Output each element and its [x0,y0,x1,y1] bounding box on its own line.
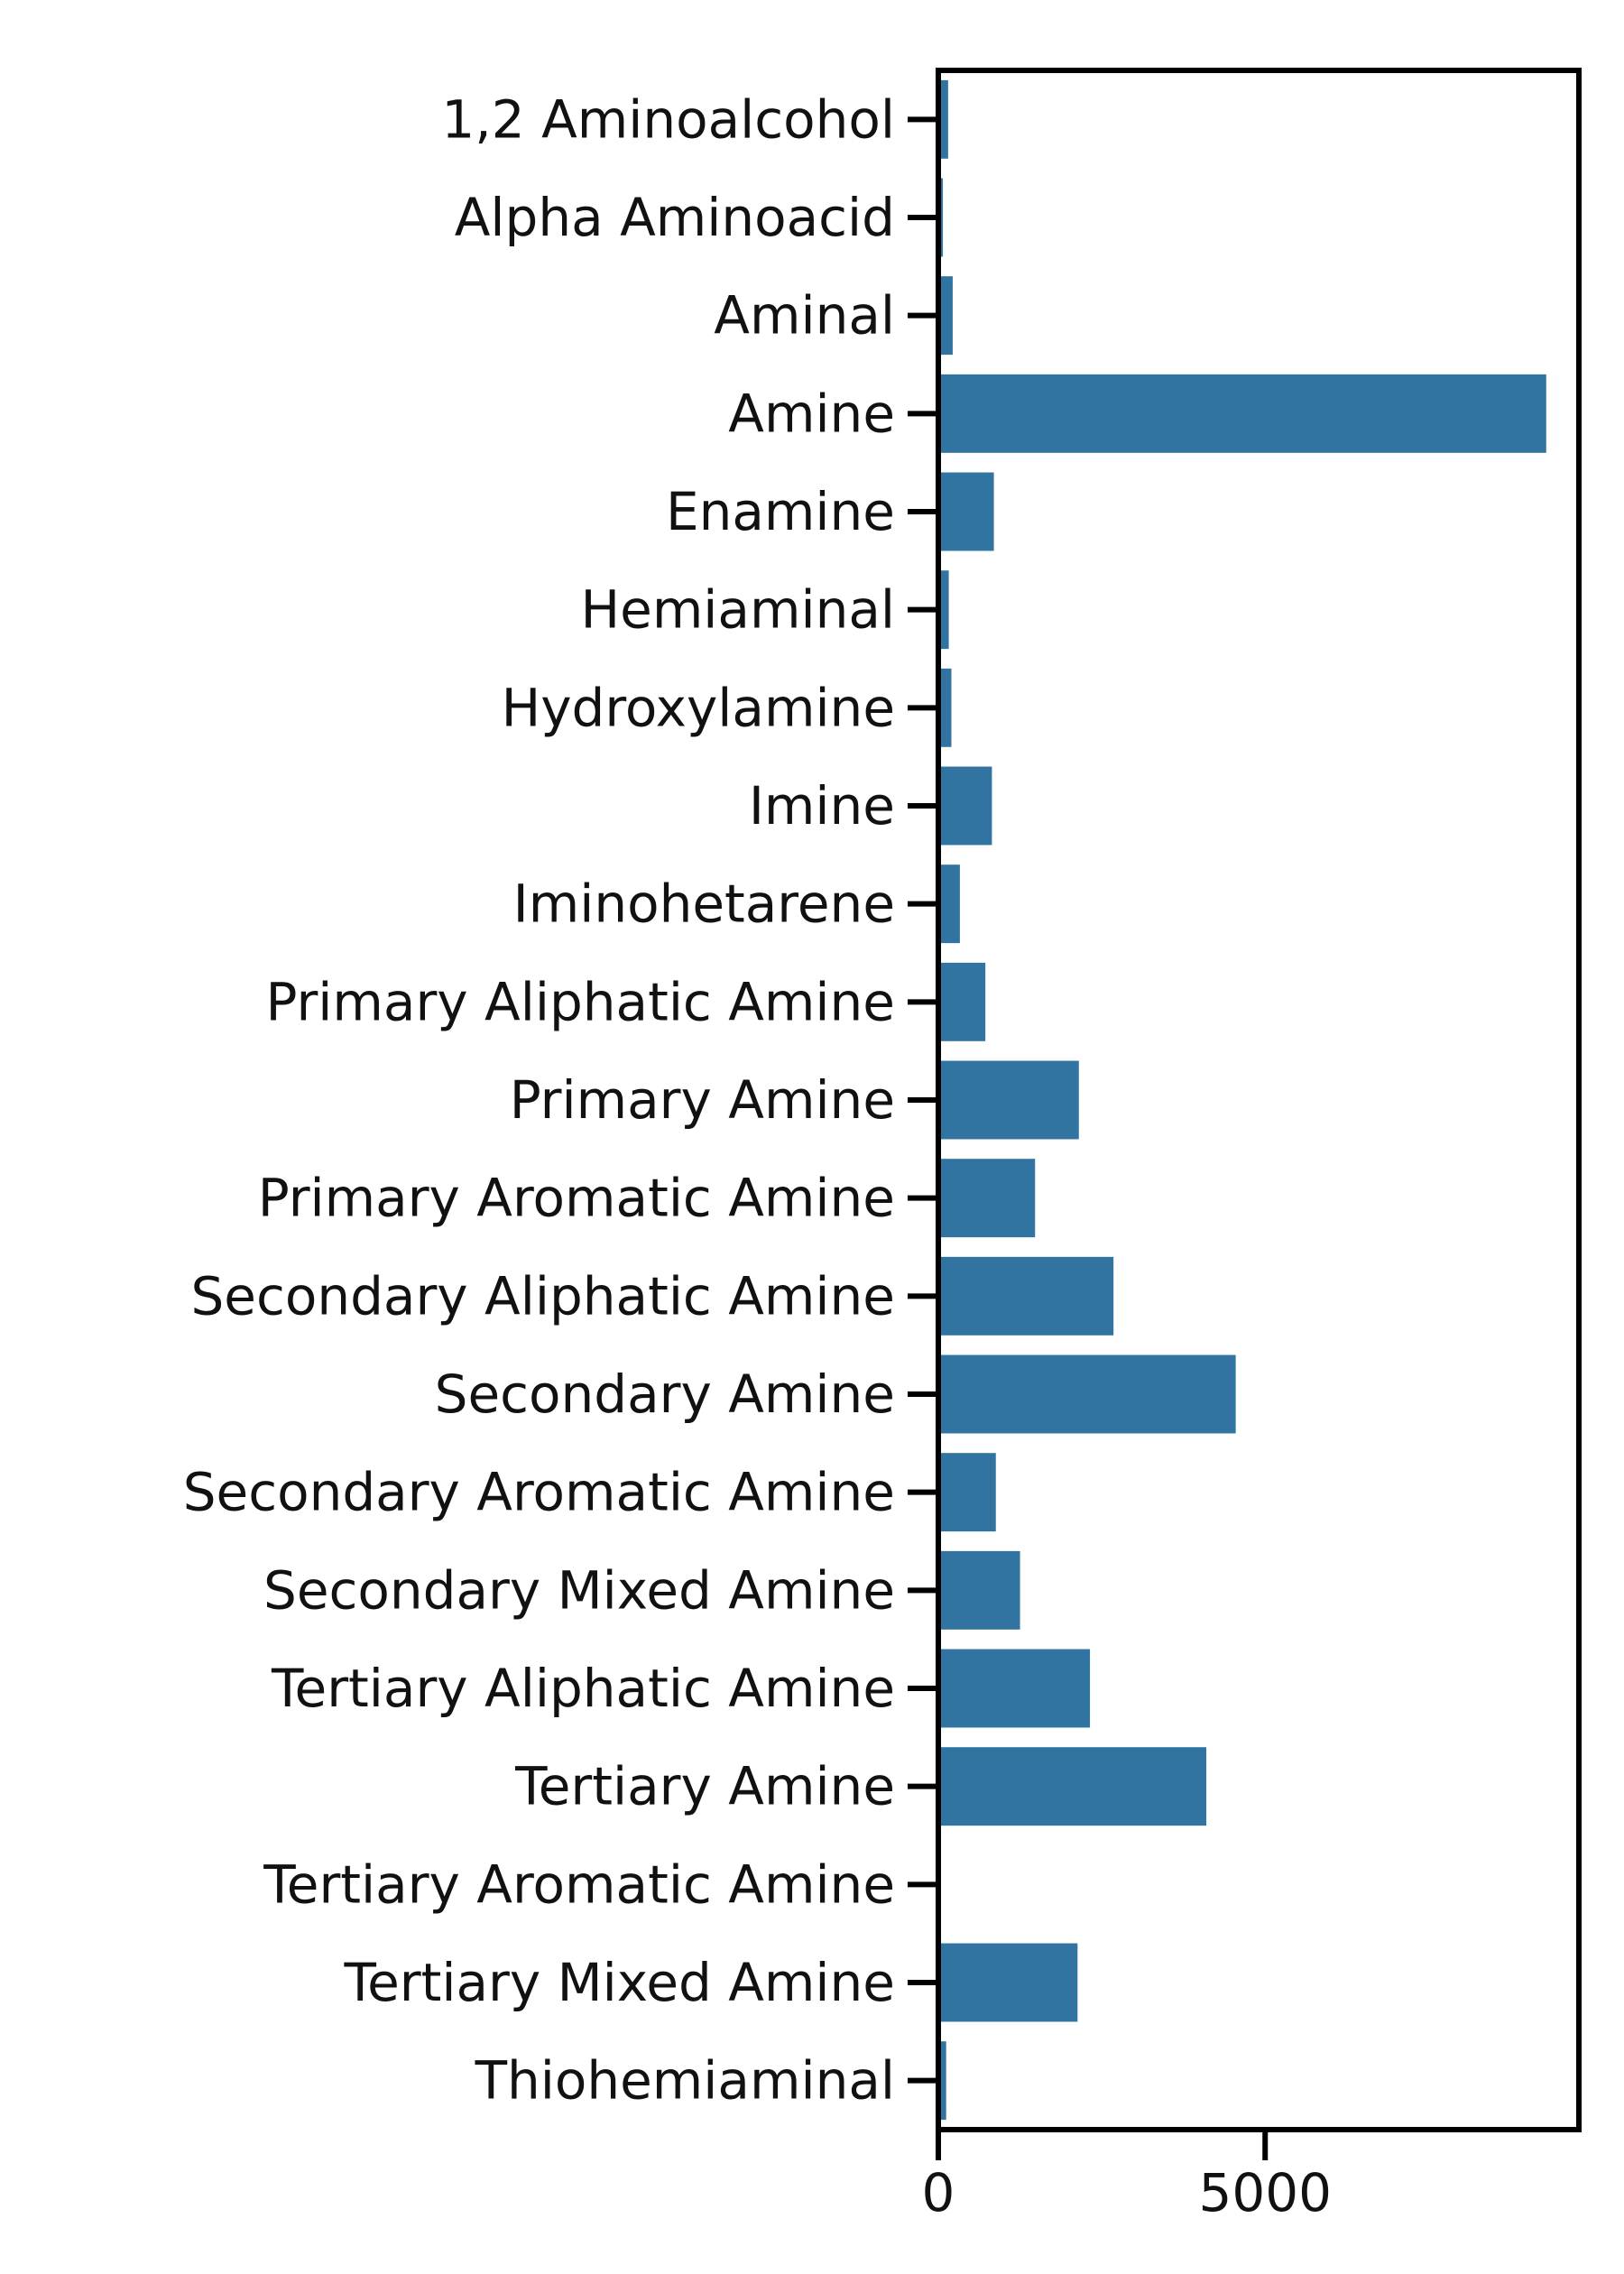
bar-primary-aliphatic-amine [938,962,986,1041]
category-label-tertiary-aliphatic-amine: Tertiary Aliphatic Amine [271,1658,895,1719]
bar-secondary-amine [938,1354,1236,1434]
category-label-amine: Amine [728,383,895,444]
bar-tertiary-aliphatic-amine [938,1649,1091,1728]
category-label-secondary-aromatic-amine: Secondary Aromatic Amine [183,1462,895,1523]
bar-secondary-aromatic-amine [938,1453,996,1532]
bar-hemiaminal [938,570,949,650]
category-label-secondary-amine: Secondary Amine [435,1363,895,1425]
bar-secondary-aliphatic-amine [938,1256,1114,1336]
category-label-hemiaminal: Hemiaminal [581,579,895,641]
category-label-tertiary-amine: Tertiary Amine [514,1756,895,1817]
bar-1-2-aminoalcohol [938,79,948,159]
bar-tertiary-mixed-amine [938,1943,1078,2022]
category-label-primary-aromatic-amine: Primary Aromatic Amine [258,1168,895,1229]
category-label-secondary-aliphatic-amine: Secondary Aliphatic Amine [190,1265,895,1326]
bar-secondary-mixed-amine [938,1550,1020,1630]
category-label-imine: Imine [749,775,895,837]
category-label-alpha-aminoacid: Alpha Aminoacid [455,187,895,248]
category-label-1-2-aminoalcohol: 1,2 Aminoalcohol [441,88,895,150]
category-label-secondary-mixed-amine: Secondary Mixed Amine [263,1559,895,1621]
category-label-hydroxylamine: Hydroxylamine [502,677,895,738]
y-tick-marks [908,116,938,2084]
bar-tertiary-amine [938,1747,1207,1826]
x-tick-label-0: 0 [922,2162,955,2223]
bar-primary-amine [938,1060,1079,1140]
bar-iminohetarene [938,864,960,944]
category-label-iminohetarene: Iminohetarene [513,874,895,935]
y-tick-labels: 1,2 Aminoalcohol Alpha Aminoacid Aminal Ami… [183,88,895,2111]
category-label-primary-amine: Primary Amine [510,1069,895,1131]
x-tick-labels: 0 5000 [922,2162,1333,2223]
plot-frame [936,68,1582,2132]
category-label-tertiary-mixed-amine: Tertiary Mixed Amine [344,1952,895,2013]
category-label-thiohemiaminal: Thiohemiaminal [475,2050,895,2112]
category-label-aminal: Aminal [714,285,895,347]
category-label-primary-aliphatic-amine: Primary Aliphatic Amine [265,971,895,1032]
bar-amine [938,374,1546,453]
category-label-tertiary-aromatic-amine: Tertiary Aromatic Amine [263,1853,895,1915]
bar-primary-aromatic-amine [938,1159,1036,1238]
category-label-enamine: Enamine [666,481,895,542]
x-tick-marks [936,2130,1269,2160]
bar-hydroxylamine [938,668,952,747]
bar-imine [938,766,992,846]
x-tick-label-5000: 5000 [1198,2162,1332,2223]
bars-group [938,79,1546,2121]
bar-aminal [938,276,953,356]
bar-enamine [938,472,994,551]
bar-thiohemiaminal [938,2041,946,2121]
